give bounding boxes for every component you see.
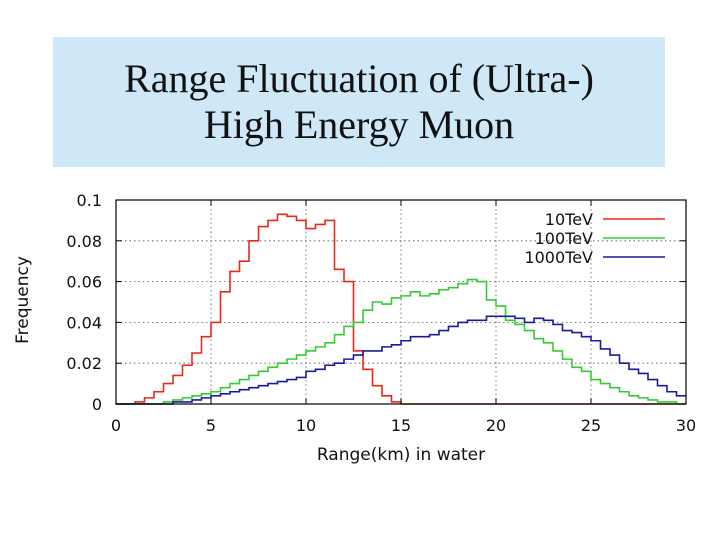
x-tick-label-5: 5 <box>206 416 216 435</box>
x-tick-label-30: 30 <box>676 416 696 435</box>
series-line-100TeV <box>116 278 686 405</box>
y-tick-label-3: 0.06 <box>66 273 102 292</box>
slide-title-line-2: High Energy Muon <box>203 102 515 147</box>
x-tick-label-0: 0 <box>111 416 121 435</box>
y-tick-label-1: 0.02 <box>66 354 102 373</box>
y-tick-label-0: 0 <box>92 395 102 414</box>
x-axis-label: Range(km) in water <box>317 445 485 465</box>
x-tick-label-15: 15 <box>391 416 411 435</box>
title-banner: Range Fluctuation of (Ultra-) High Energ… <box>53 37 665 167</box>
legend-label-100TeV: 100TeV <box>535 229 593 248</box>
x-tick-label-20: 20 <box>486 416 506 435</box>
y-tick-label-2: 0.04 <box>66 313 102 332</box>
y-tick-label-5: 0.1 <box>77 191 102 210</box>
y-tick-label-4: 0.08 <box>66 232 102 251</box>
axis-ticks: 0 5 10 15 20 25 30 0 0.02 0.04 0.06 0.08 0.1 <box>66 191 696 435</box>
slide-title-line-1: Range Fluctuation of (Ultra-) <box>124 56 594 101</box>
y-axis-label: Frequency <box>13 256 33 344</box>
legend-label-1000TeV: 1000TeV <box>524 248 593 267</box>
grid-lines <box>116 200 686 404</box>
x-tick-label-25: 25 <box>581 416 601 435</box>
plot-frame <box>115 199 687 405</box>
series-line-1000TeV <box>116 315 686 405</box>
x-tick-label-10: 10 <box>296 416 316 435</box>
legend-label-10TeV: 10TeV <box>545 210 593 229</box>
